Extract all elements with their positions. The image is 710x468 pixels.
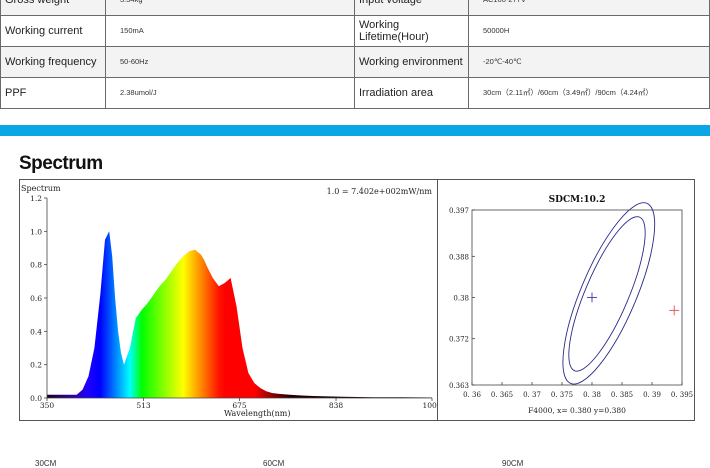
section-title: Spectrum bbox=[19, 153, 103, 174]
spec-value: -20℃-40℃ bbox=[468, 46, 710, 78]
footer-label-90cm: 90CM bbox=[502, 459, 524, 468]
x-tick-label: 0. 36 bbox=[463, 391, 481, 399]
frame-divider bbox=[437, 179, 438, 421]
chart-title: SDCM:10.2 bbox=[549, 195, 606, 205]
x-tick-label: 513 bbox=[136, 401, 151, 410]
x-tick-label: 0. 395 bbox=[671, 391, 693, 399]
y-tick-label: 1.2 bbox=[30, 194, 42, 203]
spec-label: Input voltage bbox=[354, 0, 469, 16]
y-tick-label: 0.397 bbox=[449, 207, 469, 215]
spec-table-body: Gross weight3.54kgInput voltageAC100-277… bbox=[0, 0, 710, 109]
macadam-ellipse bbox=[562, 202, 656, 385]
spec-row: Working current 150mA Working Lifetime(Hou… bbox=[0, 15, 710, 47]
x-tick-label: 838 bbox=[329, 401, 344, 410]
y-tick-label: 0.38 bbox=[453, 295, 469, 303]
spectrum-frame bbox=[19, 179, 695, 421]
spectrum-area bbox=[47, 231, 432, 398]
reference-point-marker bbox=[669, 305, 680, 316]
spec-value: AC100-277V bbox=[468, 0, 710, 16]
y-tick-label: 0.0 bbox=[30, 394, 42, 403]
scale-annotation: 1.0 = 7.402e+002mW/nm bbox=[327, 187, 433, 196]
spec-value: 50-60Hz bbox=[105, 46, 355, 78]
spec-row: PPF 2.38umol/J Irradiation area 30cm（2.11㎡）… bbox=[0, 77, 710, 109]
x-tick-label: 1000 bbox=[422, 401, 437, 410]
spec-value: 50000H bbox=[468, 15, 710, 47]
accent-divider-bar bbox=[0, 125, 710, 136]
chart-caption: F4000, x= 0.380 y=0.380 bbox=[528, 406, 626, 415]
y-tick-label: 1.0 bbox=[30, 227, 42, 236]
x-tick-label: 0. 38 bbox=[583, 391, 601, 399]
spec-row: Working frequency 50-60Hz Working environm… bbox=[0, 46, 710, 78]
x-tick-label: 0. 365 bbox=[491, 391, 513, 399]
x-tick-label: 350 bbox=[40, 401, 55, 410]
spec-value: 3.54kg bbox=[105, 0, 355, 16]
y-tick-label: 0.363 bbox=[449, 382, 469, 390]
footer-label-60cm: 60CM bbox=[263, 459, 285, 468]
y-tick-label: 0.372 bbox=[449, 336, 469, 344]
spec-value: 2.38umol/J bbox=[105, 77, 355, 109]
spec-value: 30cm（2.11㎡）/60cm（3.49㎡）/90cm（4.24㎡） bbox=[468, 77, 710, 109]
spec-row: Gross weight3.54kgInput voltageAC100-277… bbox=[0, 0, 710, 16]
spec-label: Working environment bbox=[354, 46, 469, 78]
spec-label: PPF bbox=[0, 77, 106, 109]
x-tick-label: 675 bbox=[232, 401, 247, 410]
macadam-ellipse bbox=[568, 216, 646, 372]
spectrum-chart: 0.0 0.2 0.4 0.6 0.8 1.0 1.2 350 513 675 838 1000 Wav… bbox=[21, 184, 437, 418]
y-tick-label: 0.2 bbox=[30, 361, 42, 370]
spec-label: Gross weight bbox=[0, 0, 106, 16]
y-tick-label: 0.6 bbox=[30, 294, 42, 303]
x-axis-label: Wavelength(nm) bbox=[224, 409, 290, 418]
chromaticity-chart: SDCM:10.2 0.363 0.372 0.38 0.388 0.397 0. 36 0.… bbox=[449, 195, 693, 415]
y-tick-label: 0.8 bbox=[30, 261, 42, 270]
spec-label: Working Lifetime(Hour) bbox=[354, 15, 469, 47]
spec-value: 150mA bbox=[105, 15, 355, 47]
spec-label: Working current bbox=[0, 15, 106, 47]
chart-title: Spectrum bbox=[21, 184, 61, 193]
spec-label: Irradiation area bbox=[354, 77, 469, 109]
x-tick-label: 0. 375 bbox=[551, 391, 573, 399]
spec-table: Gross weight3.54kgInput voltageAC100-277… bbox=[0, 0, 710, 109]
x-tick-label: 0. 37 bbox=[523, 391, 541, 399]
spec-label: Working frequency bbox=[0, 46, 106, 78]
measured-point-marker bbox=[587, 292, 597, 303]
footer-label-30cm: 30CM bbox=[35, 459, 57, 468]
y-tick-label: 0.4 bbox=[30, 327, 42, 336]
x-tick-label: 0. 385 bbox=[611, 391, 633, 399]
x-tick-label: 0. 39 bbox=[643, 391, 661, 399]
y-tick-label: 0.388 bbox=[449, 253, 469, 261]
